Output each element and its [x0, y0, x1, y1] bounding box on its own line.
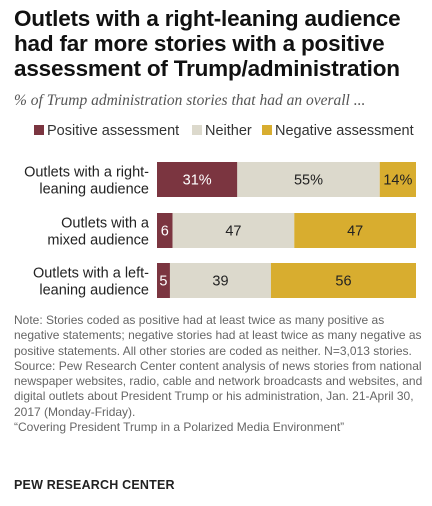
data-label-2-2: 47 — [225, 224, 241, 240]
category-label-1: Outlets with a right-leaning audience — [24, 165, 149, 198]
data-label-3-3: 56 — [335, 274, 351, 290]
bar-segment-3-2 — [169, 263, 271, 298]
data-label-2-3: 47 — [347, 224, 363, 240]
stacked-bar-chart: Positive assessment Neither Negative asses… — [24, 123, 416, 299]
category-label-3: Outlets with a left-leaning audience — [33, 266, 149, 299]
legend-swatch-3 — [262, 125, 272, 135]
chart-subtitle: % of Trump administration stories that h… — [14, 92, 366, 109]
data-label-3-2: 39 — [212, 274, 228, 290]
data-label-1-2: 55% — [294, 173, 323, 189]
legend-swatch-2 — [192, 125, 202, 135]
data-label-2-1: 6 — [161, 224, 169, 240]
bar-segment-3-3 — [270, 263, 416, 298]
legend-label-3: Negative assessment — [275, 123, 414, 139]
data-label-1-1: 31% — [183, 173, 212, 189]
bar-segment-2-2 — [172, 213, 295, 248]
legend-label-1: Positive assessment — [47, 123, 179, 139]
report-title: “Covering President Trump in a Polarized… — [14, 420, 345, 435]
notes-block: Note: Stories coded as positive had at l… — [14, 313, 428, 435]
category-label-2: Outlets with a mixed audience — [47, 216, 150, 249]
footer-credit: PEW RESEARCH CENTER — [14, 478, 175, 492]
bar-segment-2-3 — [294, 213, 416, 248]
bar-segment-1-2 — [237, 162, 380, 197]
legend-swatch-1 — [34, 125, 44, 135]
chart-title: Outlets with a right-leaning audience ha… — [14, 6, 401, 81]
note-text: Note: Stories coded as positive had at l… — [14, 313, 422, 358]
bar-segment-2-1 — [157, 213, 173, 248]
bar-segment-1-1 — [157, 162, 238, 197]
bar-segment-3-1 — [157, 263, 170, 298]
legend-label-2: Neither — [205, 123, 252, 139]
source-text: Source: Pew Research Center content anal… — [14, 358, 423, 419]
bar-segment-1-3 — [379, 162, 416, 197]
data-label-1-3: 14% — [383, 173, 412, 189]
data-label-3-1: 5 — [159, 274, 167, 290]
